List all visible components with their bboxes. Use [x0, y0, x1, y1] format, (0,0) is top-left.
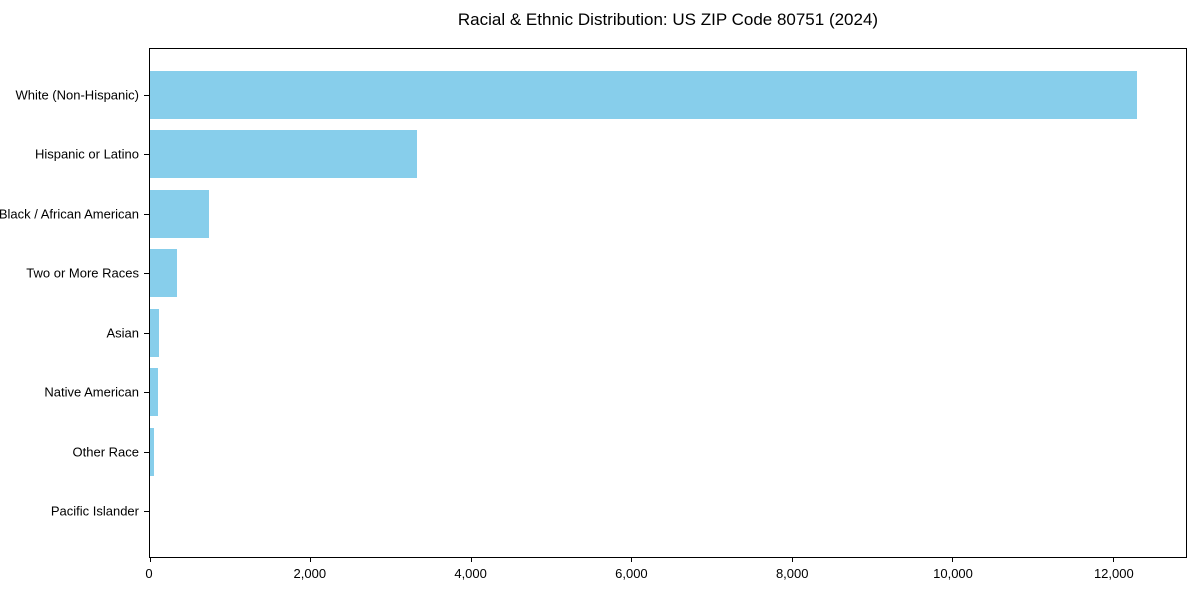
y-axis-labels: White (Non-Hispanic) Hispanic or Latino Bl… [0, 48, 139, 558]
x-tick-mark [310, 557, 312, 562]
bar-asian [150, 308, 160, 357]
bar-other-race [150, 427, 154, 476]
y-axis-label: Pacific Islander [50, 503, 139, 519]
bar-two-or-more-races [150, 249, 177, 298]
y-axis-label: Other Race [72, 444, 139, 460]
y-axis-label: Two or More Races [26, 265, 139, 281]
bar-hispanic-or-latino [150, 130, 418, 179]
y-tick-mark [144, 273, 149, 275]
y-tick-mark [144, 95, 149, 96]
y-tick-mark [144, 511, 149, 512]
bar-black-african-american [150, 189, 209, 238]
y-axis-label: Native American [44, 384, 139, 400]
plot-area [144, 48, 1187, 562]
x-tick-mark [470, 557, 472, 562]
bar-native-american [150, 368, 159, 417]
bar-white-non-hispanic [150, 71, 1137, 119]
y-axis-label: Hispanic or Latino [34, 146, 139, 162]
x-tick-mark [952, 557, 954, 562]
y-axis-label: Asian [106, 325, 139, 341]
x-tick-mark [791, 557, 793, 562]
x-axis-labels: 0 2,000 4,000 6,000 8,000 10,000 12,000 [145, 566, 1187, 586]
x-axis-label: 12,000 [1093, 566, 1134, 581]
y-axis-label: White (Non-Hispanic) [15, 87, 139, 103]
x-tick-mark [1112, 557, 1114, 562]
x-tick-mark [631, 557, 633, 562]
x-axis-label: 10,000 [933, 566, 973, 581]
x-axis-label: 6,000 [615, 566, 648, 581]
y-tick-mark [144, 213, 149, 215]
chart-title: Racial & Ethnic Distribution: US ZIP Cod… [457, 10, 879, 29]
x-axis-label: 4,000 [454, 566, 487, 581]
x-axis-label: 2,000 [293, 566, 327, 581]
y-tick-mark [144, 332, 149, 334]
y-tick-mark [144, 154, 149, 156]
y-tick-mark [144, 392, 149, 394]
y-axis-label: Black / African American [0, 206, 139, 222]
x-tick-mark [150, 557, 151, 562]
x-axis-label: 8,000 [775, 566, 809, 581]
y-tick-mark [144, 451, 149, 453]
x-axis-label: 0 [145, 566, 153, 581]
